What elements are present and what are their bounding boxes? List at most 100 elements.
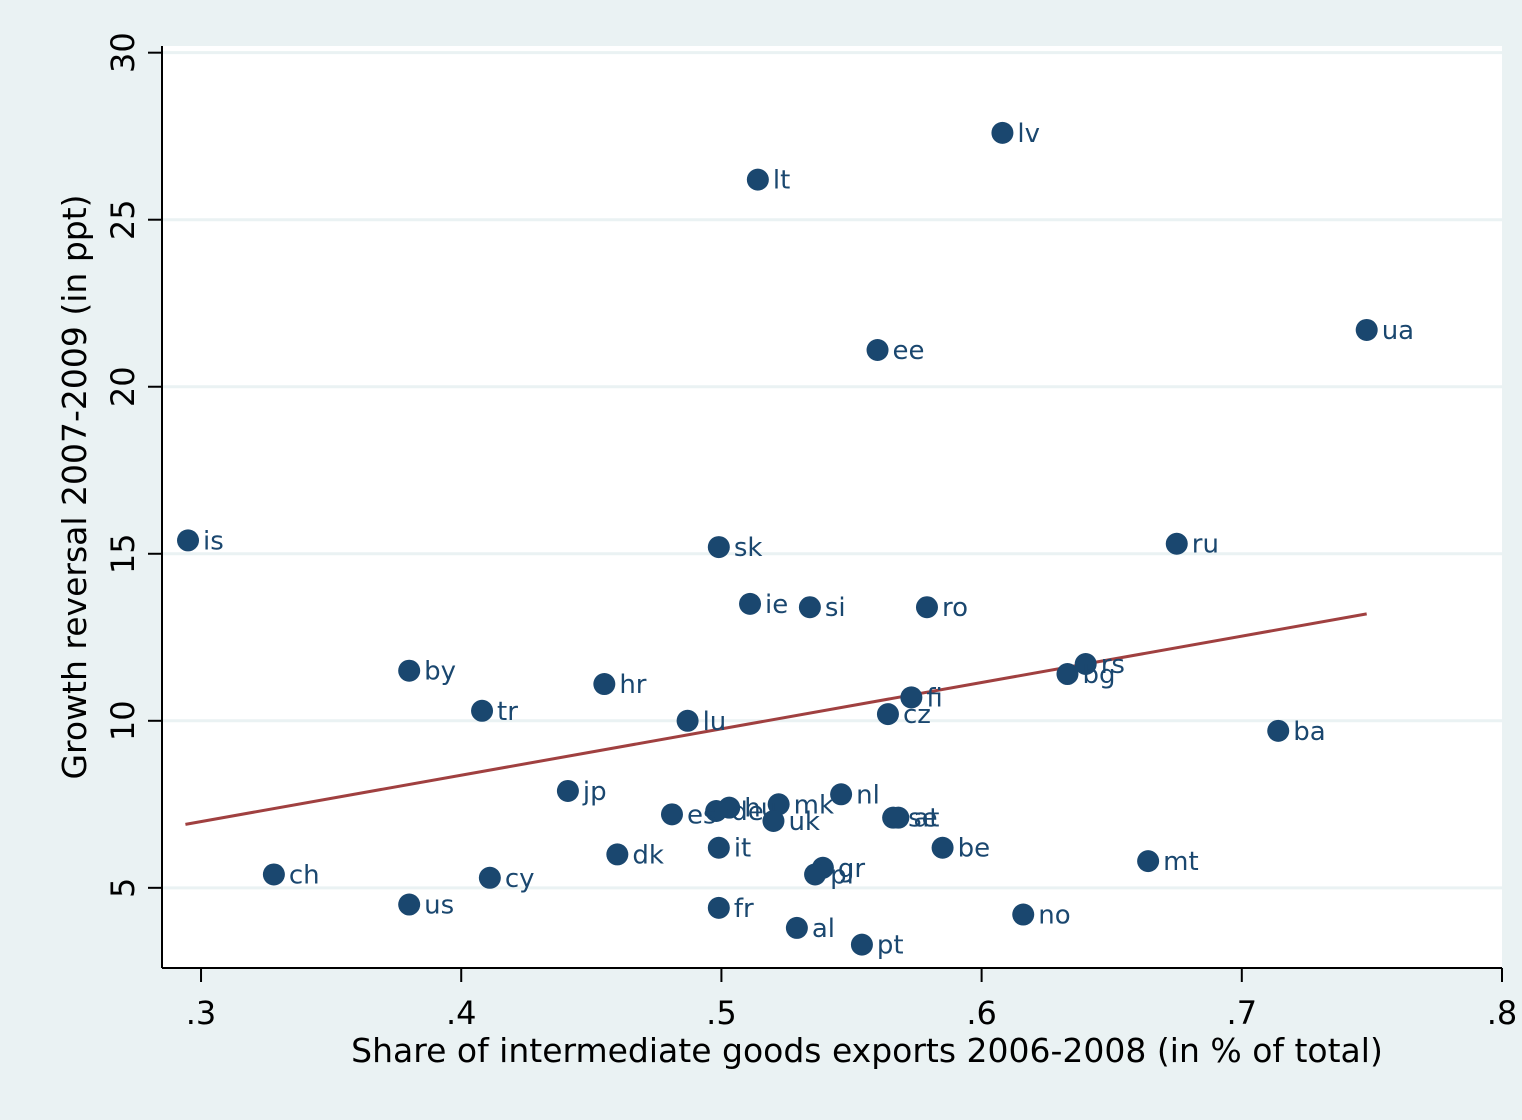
point-label-tr: tr bbox=[497, 697, 518, 727]
data-point-al bbox=[785, 916, 808, 939]
point-label-pt: pt bbox=[877, 931, 904, 961]
point-label-uk: uk bbox=[788, 807, 820, 837]
point-label-no: no bbox=[1038, 901, 1070, 931]
point-label-cz: cz bbox=[903, 700, 931, 730]
data-point-by bbox=[398, 659, 421, 682]
data-point-is bbox=[177, 529, 200, 552]
point-label-se: se bbox=[908, 804, 938, 834]
point-label-sk: sk bbox=[734, 533, 763, 563]
y-axis-title: Growth reversal 2007-2009 (in ppt) bbox=[55, 194, 94, 779]
point-label-jp: jp bbox=[582, 777, 607, 807]
plot-area bbox=[162, 46, 1502, 968]
y-tick-label: 30 bbox=[104, 32, 142, 73]
point-label-lv: lv bbox=[1017, 119, 1040, 149]
point-label-al: al bbox=[812, 914, 835, 944]
point-label-lu: lu bbox=[703, 707, 727, 737]
point-label-fr: fr bbox=[734, 894, 754, 924]
data-point-de bbox=[705, 799, 728, 822]
data-point-mt bbox=[1137, 850, 1160, 873]
point-label-si: si bbox=[825, 593, 846, 623]
point-label-es: es bbox=[687, 800, 717, 830]
point-label-de: de bbox=[731, 797, 764, 827]
data-point-ua bbox=[1355, 318, 1378, 341]
data-point-at bbox=[887, 806, 910, 829]
data-point-fi bbox=[900, 686, 923, 709]
data-point-pl bbox=[804, 863, 827, 886]
x-tick-label: .5 bbox=[706, 994, 737, 1032]
data-point-lt bbox=[746, 168, 769, 191]
point-label-ua: ua bbox=[1382, 316, 1414, 346]
data-point-es bbox=[660, 803, 683, 826]
point-label-fi: fi bbox=[926, 683, 942, 713]
point-label-ch: ch bbox=[289, 860, 320, 890]
point-label-ee: ee bbox=[893, 336, 925, 366]
point-label-ro: ro bbox=[942, 593, 968, 623]
data-point-sk bbox=[707, 536, 730, 559]
x-tick-label: .4 bbox=[446, 994, 477, 1032]
x-tick-label: .6 bbox=[966, 994, 997, 1032]
point-label-pl: pl bbox=[830, 860, 854, 890]
point-label-lt: lt bbox=[773, 166, 790, 196]
data-point-ie bbox=[739, 592, 762, 615]
point-label-cy: cy bbox=[505, 864, 535, 894]
x-tick-label: .8 bbox=[1487, 994, 1518, 1032]
data-point-pt bbox=[850, 933, 873, 956]
point-label-bg: bg bbox=[1082, 660, 1115, 690]
data-point-hr bbox=[593, 673, 616, 696]
data-point-dk bbox=[606, 843, 629, 866]
point-label-dk: dk bbox=[632, 840, 664, 870]
point-label-rs: rs bbox=[1101, 650, 1125, 680]
point-label-mt: mt bbox=[1163, 847, 1199, 877]
data-point-ro bbox=[915, 596, 938, 619]
point-label-nl: nl bbox=[856, 780, 880, 810]
data-point-us bbox=[398, 893, 421, 916]
fit-line bbox=[185, 612, 1367, 826]
grid-lines bbox=[162, 51, 1502, 890]
y-tick-label: 20 bbox=[104, 366, 142, 407]
data-point-cz bbox=[876, 703, 899, 726]
data-point-lu bbox=[676, 709, 699, 732]
data-point-no bbox=[1012, 903, 1035, 926]
data-point-cy bbox=[478, 866, 501, 889]
data-point-it bbox=[707, 836, 730, 859]
data-point-jp bbox=[556, 779, 579, 802]
point-label-ie: ie bbox=[765, 590, 788, 620]
data-point-be bbox=[931, 836, 954, 859]
data-point-tr bbox=[471, 699, 494, 722]
point-label-be: be bbox=[958, 834, 991, 864]
data-point-ch bbox=[262, 863, 285, 886]
point-label-hr: hr bbox=[619, 670, 646, 700]
data-point-lv bbox=[991, 121, 1014, 144]
point-label-by: by bbox=[424, 657, 456, 687]
axes: 5 10 15 20 25 30 .3 .4 .5 .6 .7 .8 bbox=[104, 32, 1517, 1032]
y-tick-label: 10 bbox=[104, 700, 142, 741]
point-label-us: us bbox=[424, 891, 454, 921]
y-tick-label: 25 bbox=[104, 199, 142, 240]
data-point-fr bbox=[707, 896, 730, 919]
point-label-ba: ba bbox=[1293, 717, 1325, 747]
point-label-ru: ru bbox=[1192, 530, 1219, 560]
data-point-bg bbox=[1056, 663, 1079, 686]
point-label-it: it bbox=[734, 834, 751, 864]
point-label-mk: mk bbox=[794, 790, 834, 820]
point-label-is: is bbox=[203, 526, 224, 556]
point-label-at: at bbox=[913, 804, 939, 834]
data-point-si bbox=[798, 596, 821, 619]
data-point-ba bbox=[1267, 719, 1290, 742]
y-tick-label: 5 bbox=[104, 878, 142, 898]
data-point-nl bbox=[830, 783, 853, 806]
x-tick-label: .3 bbox=[186, 994, 217, 1032]
point-label-gr: gr bbox=[838, 854, 866, 884]
data-point-rs bbox=[1074, 653, 1097, 676]
y-tick-label: 15 bbox=[104, 533, 142, 574]
fit-line-layer bbox=[185, 612, 1367, 826]
data-point-uk bbox=[762, 810, 785, 833]
x-tick-label: .7 bbox=[1227, 994, 1258, 1032]
data-point-ru bbox=[1165, 532, 1188, 555]
x-axis-title: Share of intermediate goods exports 2006… bbox=[351, 1031, 1383, 1070]
data-point-mk bbox=[767, 793, 790, 816]
data-point-ee bbox=[866, 338, 889, 361]
